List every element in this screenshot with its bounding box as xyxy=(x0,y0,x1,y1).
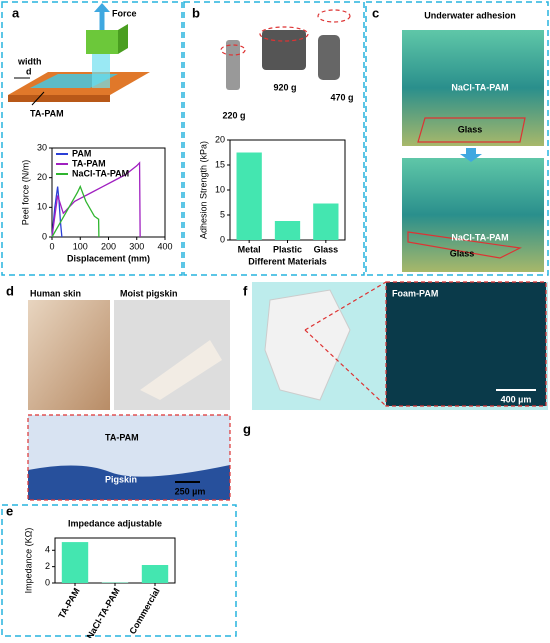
bar xyxy=(275,221,300,240)
annotation: width xyxy=(17,56,42,66)
substrate-side xyxy=(8,95,110,102)
panel-label: f xyxy=(243,283,248,298)
panel-label: c xyxy=(372,5,379,20)
annotation: 920 g xyxy=(273,82,296,92)
annotation: Glass xyxy=(450,248,475,258)
x-tick-label: 0 xyxy=(49,241,54,251)
annotation: Foam-PAM xyxy=(392,288,438,298)
chart-title: Impedance adjustable xyxy=(68,518,162,528)
annotation: Glass xyxy=(458,124,483,134)
force-arrow-head xyxy=(94,3,110,12)
photo-weight xyxy=(318,35,340,80)
annotation: TA-PAM xyxy=(105,432,139,442)
panel-title: Underwater adhesion xyxy=(424,10,516,20)
x-tick-label: Metal xyxy=(238,244,261,254)
plot-frame xyxy=(52,148,165,237)
y-tick-label: 2 xyxy=(45,561,50,571)
highlight xyxy=(318,10,350,22)
x-tick-label: 400 xyxy=(157,241,172,251)
legend-label: NaCl-TA-PAM xyxy=(72,168,129,178)
y-axis-label: Impedance (KΩ) xyxy=(23,528,33,594)
y-tick-label: 20 xyxy=(215,134,225,144)
annotation: 220 g xyxy=(222,110,245,120)
panel-label: a xyxy=(12,5,20,20)
y-tick-label: 20 xyxy=(37,172,47,182)
photo xyxy=(28,300,110,410)
legend-label: TA-PAM xyxy=(72,158,106,168)
annotation: Force xyxy=(112,8,137,18)
x-axis-label: Different Materials xyxy=(248,256,327,266)
annotation: Moist pigskin xyxy=(120,288,178,298)
bar xyxy=(237,153,262,241)
clamp-side xyxy=(118,24,128,54)
photo-weight xyxy=(262,30,306,70)
annotation: Human skin xyxy=(30,288,81,298)
x-tick-label: Glass xyxy=(314,244,339,254)
x-tick-label: Commercial xyxy=(127,586,161,636)
y-tick-label: 10 xyxy=(37,202,47,212)
y-axis-label: Peel force (N/m) xyxy=(20,160,30,226)
annotation: NaCl-TA-PAM xyxy=(451,82,508,92)
bar xyxy=(62,542,88,583)
panel-label: d xyxy=(6,283,14,298)
panel-label: e xyxy=(6,503,13,518)
y-tick-label: 5 xyxy=(220,209,225,219)
annotation: d xyxy=(26,66,32,76)
y-tick-label: 4 xyxy=(45,545,50,555)
x-tick-label: 300 xyxy=(129,241,144,251)
series-line xyxy=(52,187,99,237)
panel-label: g xyxy=(243,421,251,436)
panel-label: b xyxy=(192,5,200,20)
photo-micrograph xyxy=(386,282,546,406)
annotation: 400 µm xyxy=(501,394,532,404)
legend-label: PAM xyxy=(72,148,91,158)
photo-weight xyxy=(226,40,240,90)
annotation: NaCl-TA-PAM xyxy=(451,232,508,242)
annotation: 250 µm xyxy=(175,486,206,496)
y-tick-label: 0 xyxy=(45,577,50,587)
annotation: TA-PAM xyxy=(30,108,64,118)
y-tick-label: 10 xyxy=(215,184,225,194)
x-tick-label: NaCl-TA-PAM xyxy=(85,586,122,638)
y-axis-label: Adhesion Strength (kPa) xyxy=(198,141,208,239)
x-tick-label: 200 xyxy=(101,241,116,251)
y-tick-label: 30 xyxy=(37,142,47,152)
x-tick-label: 100 xyxy=(73,241,88,251)
y-tick-label: 0 xyxy=(220,234,225,244)
y-tick-label: 0 xyxy=(42,231,47,241)
x-axis-label: Displacement (mm) xyxy=(67,253,150,263)
annotation: 470 g xyxy=(330,92,353,102)
annotation: Pigskin xyxy=(105,474,137,484)
x-tick-label: TA-PAM xyxy=(56,586,81,620)
clamp xyxy=(86,30,118,54)
film-lifted xyxy=(92,52,110,88)
bar xyxy=(142,565,168,583)
bar xyxy=(313,204,338,241)
x-tick-label: Plastic xyxy=(273,244,302,254)
y-tick-label: 15 xyxy=(215,159,225,169)
